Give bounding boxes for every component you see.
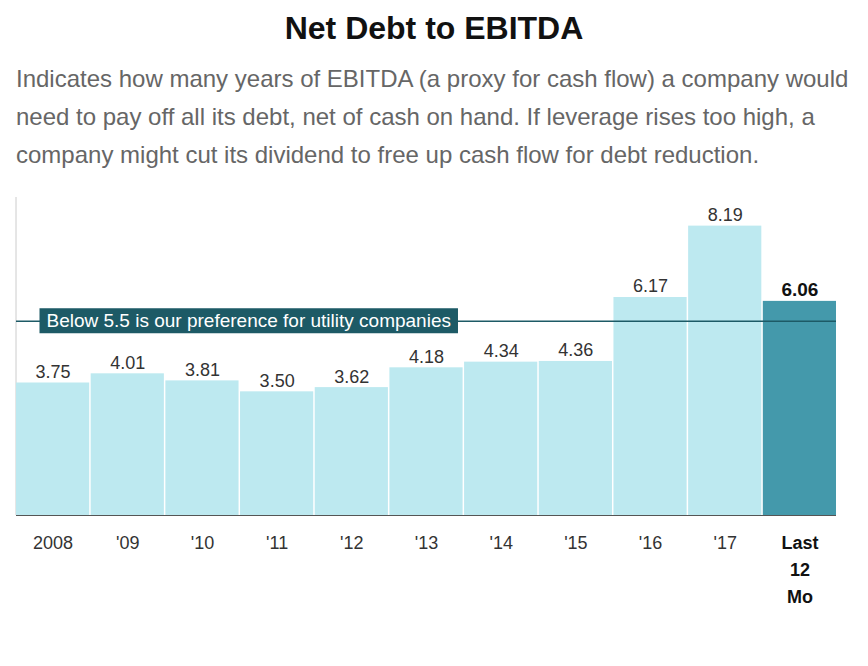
svg-text:Last12Mo: Last12Mo bbox=[781, 533, 818, 607]
svg-text:3.81: 3.81 bbox=[185, 360, 220, 380]
svg-text:'17: '17 bbox=[713, 533, 736, 553]
svg-text:3.50: 3.50 bbox=[260, 371, 295, 391]
svg-text:4.01: 4.01 bbox=[110, 353, 145, 373]
svg-text:'11: '11 bbox=[266, 533, 288, 553]
svg-text:4.36: 4.36 bbox=[558, 340, 593, 360]
html-text:Net Debt to EBITDA: Net Debt to EBITDA bbox=[284, 10, 584, 46]
svg-text:'16: '16 bbox=[639, 533, 662, 553]
svg-text:3.75: 3.75 bbox=[36, 362, 71, 382]
svg-text:3.62: 3.62 bbox=[334, 367, 369, 387]
svg-text:'09: '09 bbox=[116, 533, 139, 553]
svg-text:'12: '12 bbox=[340, 533, 363, 553]
svg-text:4.34: 4.34 bbox=[484, 341, 519, 361]
svg-text:6.17: 6.17 bbox=[633, 276, 668, 296]
svg-text:4.18: 4.18 bbox=[409, 347, 444, 367]
svg-text:8.19: 8.19 bbox=[708, 205, 743, 225]
svg-text:2008: 2008 bbox=[33, 533, 73, 553]
svg-text:Below 5.5 is our preference fo: Below 5.5 is our preference for utility … bbox=[47, 310, 451, 331]
svg-text:'14: '14 bbox=[489, 533, 512, 553]
svg-text:'13: '13 bbox=[415, 533, 438, 553]
svg-text:'10: '10 bbox=[191, 533, 214, 553]
html-text:Indicates how many years of EB: Indicates how many years of EBITDA (a pr… bbox=[16, 65, 849, 168]
svg-text:6.06: 6.06 bbox=[781, 279, 818, 300]
svg-text:'15: '15 bbox=[564, 533, 587, 553]
